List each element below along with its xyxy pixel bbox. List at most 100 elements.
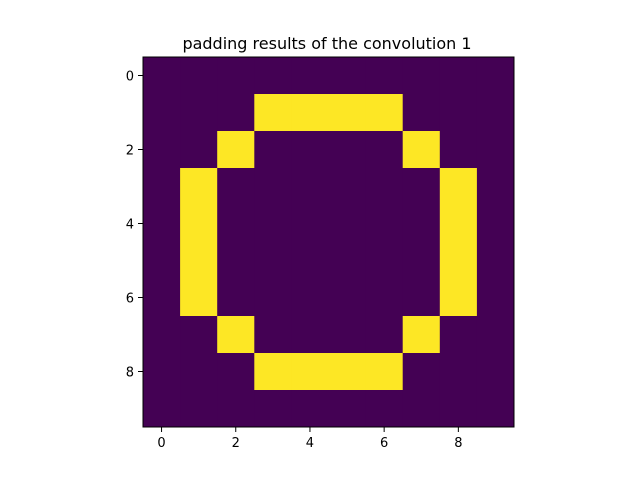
chart-title: padding results of the convolution 1	[182, 34, 471, 53]
y-tick-label: 2	[126, 144, 134, 159]
heatmap-cell	[180, 205, 218, 243]
heatmap-cell	[143, 390, 181, 428]
heatmap-cell	[402, 390, 441, 428]
heatmap-cell	[476, 316, 515, 354]
heatmap-cell	[439, 168, 478, 206]
heatmap-cell	[180, 168, 218, 206]
heatmap-cell	[291, 131, 329, 169]
heatmap-cell	[439, 131, 478, 169]
heatmap-cell	[143, 168, 181, 206]
heatmap-cell	[291, 168, 329, 206]
heatmap-cell	[402, 279, 441, 317]
heatmap-cell	[476, 94, 515, 132]
heatmap-cell	[328, 316, 367, 354]
y-tick-label: 8	[126, 366, 134, 381]
heatmap-cell	[180, 279, 218, 317]
heatmap-cell	[254, 316, 292, 354]
heatmap-cell	[291, 57, 329, 95]
heatmap-cell	[254, 390, 292, 428]
heatmap-cell	[328, 131, 367, 169]
heatmap-cell	[402, 205, 441, 243]
heatmap-cell	[180, 131, 218, 169]
heatmap-cell	[291, 205, 329, 243]
heatmap-cell	[365, 205, 404, 243]
y-tick-label: 4	[126, 218, 134, 233]
x-tick-label: 0	[157, 436, 165, 451]
heatmap-cell	[439, 57, 478, 95]
heatmap-cell	[328, 279, 367, 317]
heatmap-cell	[143, 131, 181, 169]
x-tick-label: 4	[306, 436, 314, 451]
heatmap-cell	[476, 168, 515, 206]
axes-frame	[142, 56, 515, 428]
heatmap-cell	[291, 390, 329, 428]
heatmap-cell	[328, 390, 367, 428]
heatmap-cell	[439, 205, 478, 243]
heatmap-cell	[254, 205, 292, 243]
heatmap-cell	[291, 279, 329, 317]
heatmap-cell	[180, 242, 218, 280]
heatmap-cell	[254, 131, 292, 169]
heatmap-cell	[291, 316, 329, 354]
heatmap-cell	[143, 57, 181, 95]
heatmap-cell	[439, 353, 478, 391]
heatmap-cell	[476, 57, 515, 95]
heatmap-cell	[402, 168, 441, 206]
heatmap-cell	[143, 242, 181, 280]
heatmap-cell	[254, 279, 292, 317]
heatmap-cell	[402, 131, 441, 169]
heatmap-cell	[143, 94, 181, 132]
heatmap-cell	[328, 94, 367, 132]
heatmap-cell	[254, 168, 292, 206]
y-axis: 0 2 4 6 8	[126, 70, 143, 381]
heatmap-cell	[365, 390, 404, 428]
heatmap-cell	[476, 279, 515, 317]
heatmap-cell	[439, 279, 478, 317]
heatmap-cell	[402, 353, 441, 391]
heatmap-cell	[439, 242, 478, 280]
x-tick-label: 2	[232, 436, 240, 451]
heatmap-cell	[180, 57, 218, 95]
heatmap-cell	[439, 390, 478, 428]
heatmap-cell	[291, 353, 329, 391]
x-tick-label: 8	[454, 436, 462, 451]
heatmap-cell	[143, 316, 181, 354]
heatmap-cell	[476, 205, 515, 243]
heatmap-cell	[291, 242, 329, 280]
y-tick-label: 6	[126, 292, 134, 307]
heatmap-cell	[476, 390, 515, 428]
heatmap-cell	[217, 390, 255, 428]
heatmap-cell	[328, 57, 367, 95]
heatmap-cell	[365, 279, 404, 317]
heatmap-cell	[328, 242, 367, 280]
heatmap-cells	[143, 57, 515, 428]
heatmap-cell	[365, 353, 404, 391]
heatmap-cell	[217, 168, 255, 206]
heatmap-cell	[180, 94, 218, 132]
heatmap-cell	[402, 57, 441, 95]
heatmap-cell	[143, 205, 181, 243]
x-axis: 0 2 4 6 8	[157, 427, 462, 451]
y-tick-label: 0	[126, 70, 134, 85]
heatmap-cell	[402, 316, 441, 354]
heatmap-cell	[180, 316, 218, 354]
heatmap-cell	[365, 168, 404, 206]
heatmap-cell	[476, 353, 515, 391]
heatmap-cell	[402, 94, 441, 132]
heatmap-cell	[217, 279, 255, 317]
heatmap-cell	[365, 242, 404, 280]
heatmap-cell	[365, 131, 404, 169]
x-tick-label: 6	[380, 436, 388, 451]
heatmap-cell	[217, 57, 255, 95]
heatmap-cell	[328, 205, 367, 243]
heatmap-cell	[217, 242, 255, 280]
heatmap-cell	[217, 94, 255, 132]
heatmap-cell	[291, 94, 329, 132]
heatmap-cell	[143, 279, 181, 317]
heatmap-cell	[476, 131, 515, 169]
heatmap-cell	[217, 316, 255, 354]
heatmap-cell	[365, 94, 404, 132]
heatmap-cell	[328, 353, 367, 391]
